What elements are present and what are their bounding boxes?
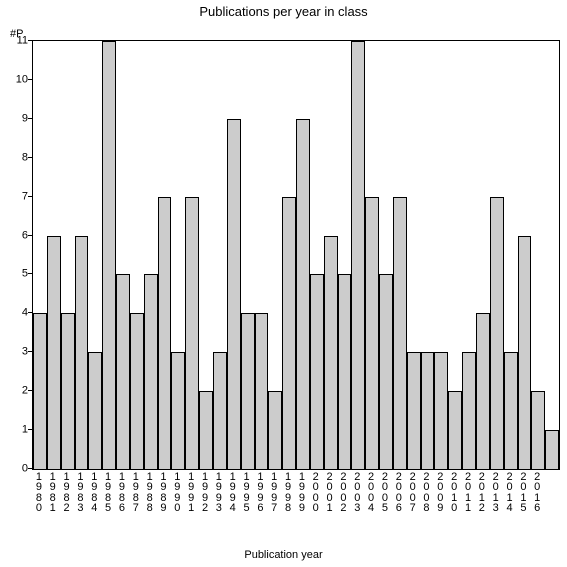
bar [338, 274, 352, 469]
y-tick-label: 5 [22, 269, 28, 280]
x-axis-ticks: 1 9 8 01 9 8 11 9 8 21 9 8 31 9 8 41 9 8… [32, 470, 560, 530]
bar [227, 119, 241, 469]
bar [185, 197, 199, 469]
bar [75, 236, 89, 469]
y-tick-label: 1 [22, 425, 28, 436]
x-tick-label: 2 0 1 0 [447, 472, 461, 514]
bar [158, 197, 172, 469]
y-tick-label: 3 [22, 347, 28, 358]
x-tick-label: 2 0 1 3 [489, 472, 503, 514]
x-tick-label: 1 9 8 1 [46, 472, 60, 514]
x-tick-label: 2 0 0 6 [392, 472, 406, 514]
bar [282, 197, 296, 469]
x-tick-label: 1 9 8 6 [115, 472, 129, 514]
x-tick-label: 1 9 9 9 [295, 472, 309, 514]
bar [518, 236, 532, 469]
x-tick-label: 1 9 8 8 [143, 472, 157, 514]
x-tick-label: 1 9 8 7 [129, 472, 143, 514]
x-tick-label: 1 9 9 2 [198, 472, 212, 514]
bar [255, 313, 269, 469]
x-tick-label: 2 0 0 7 [406, 472, 420, 514]
x-tick-label: 2 0 1 5 [516, 472, 530, 514]
x-tick-label: 1 9 9 8 [281, 472, 295, 514]
x-tick-label: 2 0 0 8 [420, 472, 434, 514]
bar [490, 197, 504, 469]
chart-title: Publications per year in class [0, 4, 567, 19]
bar [421, 352, 435, 469]
bar [545, 430, 559, 469]
y-tick-label: 7 [22, 191, 28, 202]
y-tick-label: 2 [22, 386, 28, 397]
bar [462, 352, 476, 469]
x-tick-label: 1 9 8 0 [32, 472, 46, 514]
y-tick-label: 4 [22, 308, 28, 319]
bar [47, 236, 61, 469]
x-tick-label: 1 9 8 5 [101, 472, 115, 514]
bar [393, 197, 407, 469]
x-tick-label: 1 9 9 0 [170, 472, 184, 514]
x-tick-label: 1 9 9 6 [253, 472, 267, 514]
bar [116, 274, 130, 469]
bar [351, 41, 365, 469]
y-tick-label: 8 [22, 152, 28, 163]
x-tick-label: 1 9 8 4 [87, 472, 101, 514]
x-tick-label: 1 9 9 4 [226, 472, 240, 514]
x-tick-label: 1 9 9 5 [240, 472, 254, 514]
bar [434, 352, 448, 469]
x-tick-label: 2 0 0 0 [309, 472, 323, 514]
x-tick-label: 1 9 9 1 [184, 472, 198, 514]
bar [171, 352, 185, 469]
x-tick-label: 2 0 0 2 [337, 472, 351, 514]
plot-area [32, 40, 560, 470]
y-tick-label: 10 [16, 74, 28, 85]
x-tick-label: 2 0 0 1 [323, 472, 337, 514]
bar [296, 119, 310, 469]
bar [88, 352, 102, 469]
x-tick-label: 2 0 1 4 [503, 472, 517, 514]
x-tick-label: 1 9 9 3 [212, 472, 226, 514]
bar [102, 41, 116, 469]
bar [448, 391, 462, 469]
bar [504, 352, 518, 469]
x-tick-label: 2 0 0 9 [433, 472, 447, 514]
y-tick-label: 0 [22, 464, 28, 475]
y-axis-ticks: 01234567891011 [0, 40, 32, 470]
bar [365, 197, 379, 469]
y-tick-label: 11 [17, 36, 28, 47]
bar [324, 236, 338, 469]
chart-container: Publications per year in class #P 012345… [0, 0, 567, 567]
bar [531, 391, 545, 469]
bar [310, 274, 324, 469]
x-tick-label: 2 0 1 6 [530, 472, 544, 514]
bar [61, 313, 75, 469]
bar [241, 313, 255, 469]
bar [379, 274, 393, 469]
x-tick-label: 2 0 1 2 [475, 472, 489, 514]
x-tick-label: 2 0 0 4 [364, 472, 378, 514]
x-axis-label: Publication year [0, 549, 567, 561]
bar [144, 274, 158, 469]
bar [407, 352, 421, 469]
x-tick-label: 1 9 8 9 [157, 472, 171, 514]
bar [33, 313, 47, 469]
x-tick-label: 1 9 8 3 [74, 472, 88, 514]
bar [476, 313, 490, 469]
bar [199, 391, 213, 469]
bars-group [33, 41, 559, 469]
x-tick-label: 2 0 1 1 [461, 472, 475, 514]
bar [268, 391, 282, 469]
y-tick-label: 6 [22, 230, 28, 241]
y-tick-label: 9 [22, 113, 28, 124]
x-tick-label: 2 0 0 3 [350, 472, 364, 514]
x-tick-label: 1 9 9 7 [267, 472, 281, 514]
x-tick-label: 2 0 0 5 [378, 472, 392, 514]
bar [130, 313, 144, 469]
x-tick-label: 1 9 8 2 [60, 472, 74, 514]
bar [213, 352, 227, 469]
